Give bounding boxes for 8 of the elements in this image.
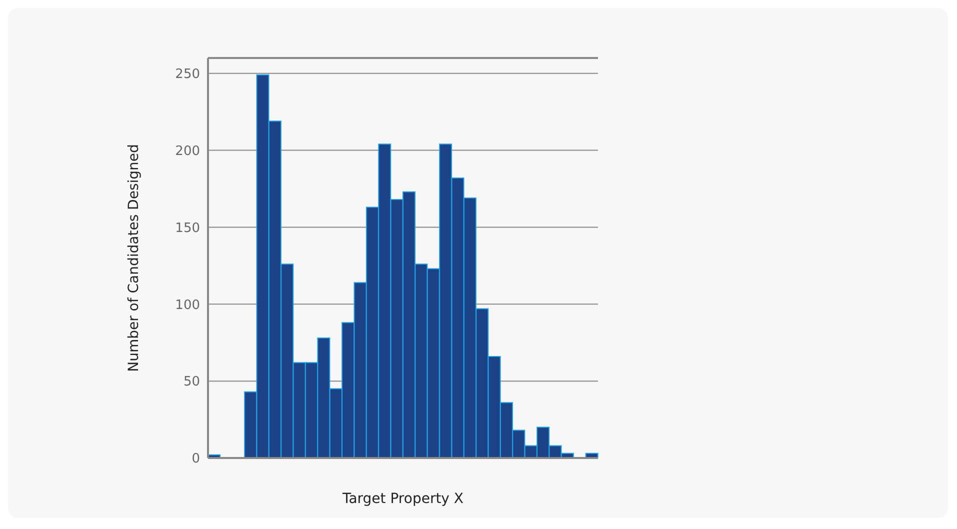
x-axis-title: Target Property X <box>341 491 464 507</box>
y-tick-label: 100 <box>175 298 200 313</box>
y-tick-label: 250 <box>175 67 200 82</box>
y-tick-label: 150 <box>175 220 200 236</box>
y-tick-label: 0 <box>192 452 200 467</box>
y-tick-label: 50 <box>183 374 200 390</box>
y-axis-title: Number of Candidates Designed <box>126 144 142 372</box>
y-tick-label: 200 <box>175 144 200 159</box>
